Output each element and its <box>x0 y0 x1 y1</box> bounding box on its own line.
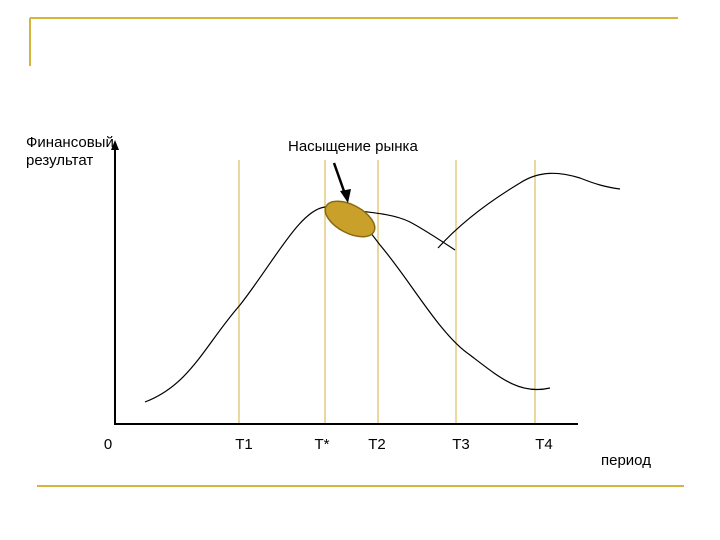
x-axis-label: период <box>601 452 651 469</box>
saturation-highlight <box>324 200 376 238</box>
annotation-arrow-head <box>340 189 351 203</box>
y-axis-label-line-1: Финансовый <box>26 134 114 151</box>
tick-label-t3: T3 <box>452 436 470 453</box>
tick-label-t1: T1 <box>235 436 253 453</box>
tick-label-tstar: T* <box>314 436 330 453</box>
y-axis-label: Финансовый результат <box>26 134 114 170</box>
curve-renewal <box>437 172 621 249</box>
tick-label-t4: T4 <box>535 436 553 453</box>
tick-label-t2: T2 <box>368 436 386 453</box>
annotation-arrow-line <box>332 162 347 195</box>
y-axis-label-line-2: результат <box>26 152 94 169</box>
curve-decline <box>144 206 551 403</box>
saturation-annotation: Насыщение рынка <box>288 138 418 155</box>
origin-label: 0 <box>103 436 113 453</box>
y-axis-arrow <box>111 140 119 150</box>
